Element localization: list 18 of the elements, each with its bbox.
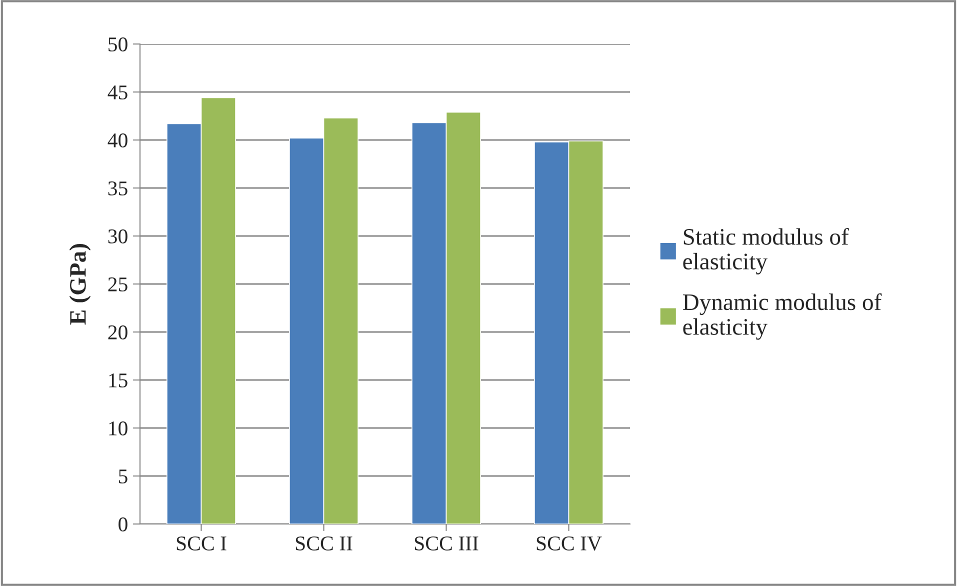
y-tick-label: 20 (108, 325, 128, 340)
y-tick-label: 50 (108, 37, 128, 52)
x-tick-label: SCC I (176, 536, 226, 550)
x-tick-label: SCC II (296, 536, 352, 550)
y-tick-label: 5 (118, 470, 128, 484)
y-tick-label: 25 (108, 277, 128, 292)
y-tick-label: 0 (118, 517, 128, 532)
y-axis-title: E (GPa) (69, 244, 91, 325)
y-tick-label: 40 (108, 133, 128, 148)
y-tick-label: 45 (108, 86, 128, 100)
y-tick-label: 35 (108, 181, 128, 196)
x-tick-label: SCC III (414, 536, 478, 550)
legend-label: Dynamic modulus of elasticity (682, 293, 882, 340)
legend-label: Static modulus of elasticity (683, 228, 849, 274)
x-tick-label: SCC IV (536, 536, 602, 551)
y-tick-label: 15 (109, 373, 128, 388)
y-tick-label: 30 (108, 229, 128, 244)
y-tick-label: 10 (109, 421, 128, 436)
